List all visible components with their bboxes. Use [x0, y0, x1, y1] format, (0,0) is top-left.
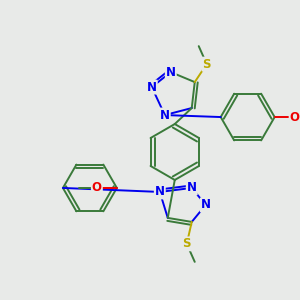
Text: O: O: [92, 182, 102, 194]
Text: N: N: [201, 198, 211, 212]
Text: N: N: [187, 182, 197, 194]
Text: N: N: [147, 81, 157, 94]
Text: N: N: [160, 109, 170, 122]
Text: S: S: [202, 58, 211, 70]
Text: S: S: [182, 237, 191, 250]
Text: O: O: [290, 110, 300, 124]
Text: N: N: [155, 185, 165, 198]
Text: N: N: [166, 66, 176, 79]
